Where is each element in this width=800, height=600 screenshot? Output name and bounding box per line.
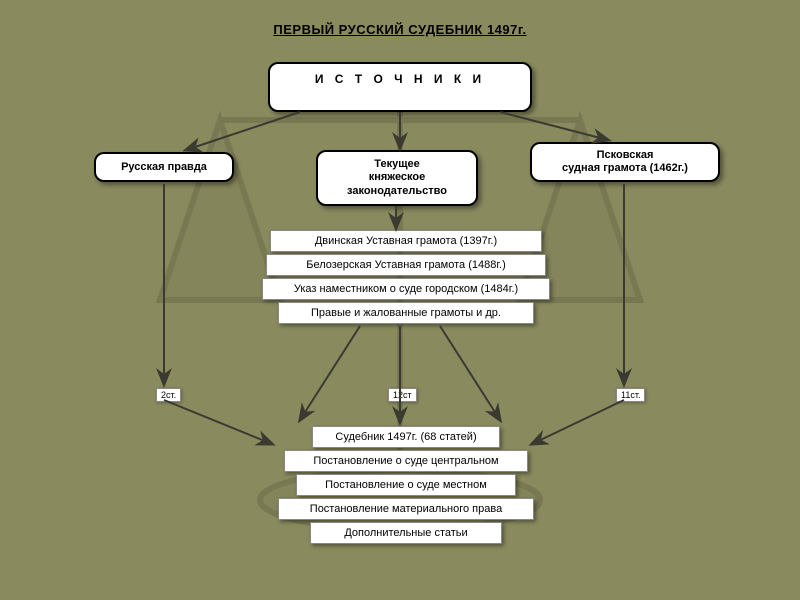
mid-stack-0: Двинская Уставная грамота (1397г.) xyxy=(270,230,542,252)
label-left: 2ст. xyxy=(156,388,181,402)
page-title: ПЕРВЫЙ РУССКИЙ СУДЕБНИК 1497г. xyxy=(273,22,526,37)
label-center: 12ст xyxy=(388,388,417,402)
mid-stack-2: Указ наместником о суде городском (1484г… xyxy=(262,278,550,300)
branch-right-line2: судная грамота (1462г.) xyxy=(562,162,688,175)
branch-right-line1: Псковская xyxy=(597,149,654,162)
bottom-stack-2: Постановление о суде местном xyxy=(296,474,516,496)
branch-center-line1: Текущее xyxy=(374,158,419,171)
bottom-stack-1: Постановление о суде центральном xyxy=(284,450,528,472)
sources-header-text: И С Т О Ч Н И К И xyxy=(315,72,485,86)
bottom-stack-3: Постановление материального права xyxy=(278,498,534,520)
branch-left-box: Русская правда xyxy=(94,152,234,182)
bottom-stack-0: Судебник 1497г. (68 статей) xyxy=(312,426,500,448)
sources-header-box: И С Т О Ч Н И К И xyxy=(268,62,532,112)
bottom-stack-4: Дополнительные статьи xyxy=(310,522,502,544)
branch-center-line2: княжеское xyxy=(369,171,426,184)
branch-center-box: Текущее княжеское законодательство xyxy=(316,150,478,206)
label-right: 11ст. xyxy=(616,388,645,402)
mid-stack-1: Белозерская Уставная грамота (1488г.) xyxy=(266,254,546,276)
branch-right-box: Псковская судная грамота (1462г.) xyxy=(530,142,720,182)
mid-stack-3: Правые и жалованные грамоты и др. xyxy=(278,302,534,324)
branch-left-text: Русская правда xyxy=(121,161,207,173)
branch-center-line3: законодательство xyxy=(347,185,447,198)
